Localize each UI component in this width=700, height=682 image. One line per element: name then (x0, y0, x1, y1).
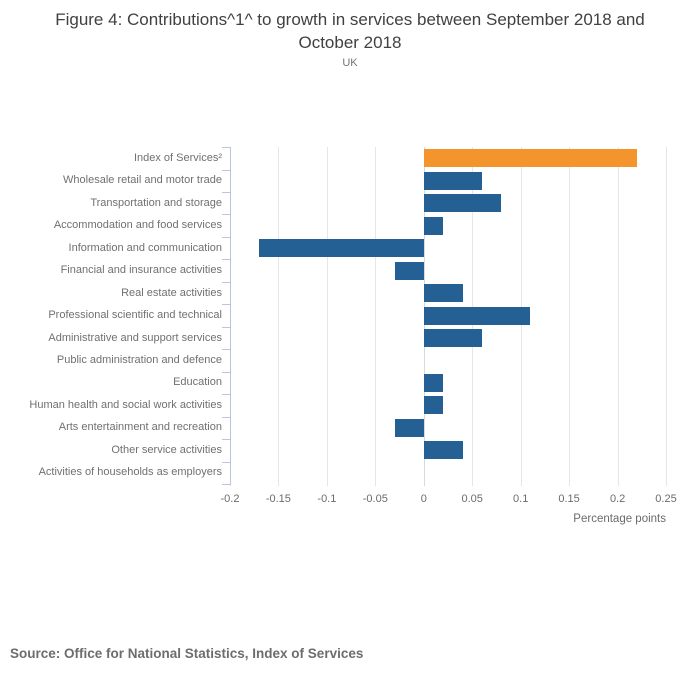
x-tick-label: -0.2 (220, 493, 240, 505)
gridline (617, 147, 619, 486)
chart-title: Figure 4: Contributions^1^ to growth in … (55, 10, 645, 52)
gridline (375, 147, 377, 486)
category-label-professional-scientific-and-technical: Professional scientific and technical (48, 309, 222, 321)
bar-real-estate-activities[interactable] (423, 284, 463, 302)
bar-wholesale-retail-and-motor-trade[interactable] (423, 171, 482, 190)
category-label-activities-of-households-as-employers: Activities of households as employers (38, 466, 222, 479)
y-axis-tick (222, 259, 230, 261)
x-axis-title: Percentage points (573, 513, 666, 525)
bar-arts-entertainment-and-recreation[interactable] (394, 418, 424, 437)
category-label-education: Education (173, 376, 222, 389)
category-label-wholesale-retail-and-motor-trade: Wholesale retail and motor trade (63, 174, 222, 187)
x-tick-label: -0.1 (317, 493, 337, 505)
source-note: Source: Office for National Statistics, … (10, 646, 364, 661)
gridline (569, 147, 571, 486)
category-label-transportation-and-storage: Transportation and storage (90, 196, 222, 209)
y-axis-tick (222, 191, 230, 193)
y-axis-tick (222, 147, 230, 148)
category-label-real-estate-activities: Real estate activities (121, 286, 222, 299)
bar-accommodation-and-food-services[interactable] (423, 216, 444, 235)
gridline (278, 147, 280, 486)
bar-other-service-activities[interactable] (423, 441, 463, 460)
bar-education[interactable] (423, 373, 444, 392)
category-label-human-health-and-social-work-activities: Human health and social work activities (29, 398, 222, 411)
category-label-public-administration-and-defence: Public administration and defence (56, 353, 222, 366)
category-label-administrative-and-support-services: Administrative and support services (48, 331, 222, 344)
gridline (326, 147, 328, 486)
x-tick-label: 0.15 (558, 493, 580, 505)
x-tick-label: -0.15 (265, 493, 291, 505)
category-label-index-of-services: Index of Services² (133, 151, 222, 164)
bar-index-of-services[interactable] (423, 149, 637, 168)
y-axis-tick (222, 326, 230, 328)
y-axis-tick (222, 236, 230, 238)
bar-information-and-communication[interactable] (259, 239, 424, 258)
category-label-accommodation-and-food-services: Accommodation and food services (53, 219, 222, 232)
category-label-financial-and-insurance-activities: Financial and insurance activities (60, 264, 222, 277)
y-axis-tick (222, 461, 230, 463)
bar-professional-scientific-and-technical[interactable] (423, 306, 531, 325)
y-axis-line (230, 147, 231, 485)
category-label-information-and-communication: Information and communication (68, 241, 222, 254)
x-tick-label: 0.25 (655, 493, 677, 505)
x-tick-label: 0.05 (461, 493, 483, 505)
x-tick-label: 0 (420, 493, 427, 505)
bar-financial-and-insurance-activities[interactable] (394, 261, 424, 280)
bar-transportation-and-storage[interactable] (423, 194, 502, 213)
y-axis-tick (222, 214, 230, 216)
y-axis-tick (222, 169, 230, 171)
y-axis-tick (222, 304, 230, 306)
gridline (666, 147, 667, 486)
y-axis-tick (222, 394, 230, 396)
x-tick-label: -0.05 (362, 493, 388, 505)
category-label-other-service-activities: Other service activities (111, 443, 222, 456)
y-axis-tick (222, 371, 230, 373)
y-axis-tick (222, 281, 230, 283)
y-axis-tick (222, 349, 230, 351)
chart-subtitle: UK (342, 57, 358, 69)
bar-human-health-and-social-work-activities[interactable] (423, 396, 444, 415)
y-axis-tick (222, 416, 230, 418)
y-axis-tick (222, 484, 230, 485)
x-tick-label: 0.1 (513, 493, 529, 505)
category-label-arts-entertainment-and-recreation: Arts entertainment and recreation (58, 421, 222, 434)
bar-administrative-and-support-services[interactable] (423, 329, 482, 347)
x-tick-label: 0.2 (609, 493, 626, 505)
y-axis-tick (222, 439, 230, 441)
